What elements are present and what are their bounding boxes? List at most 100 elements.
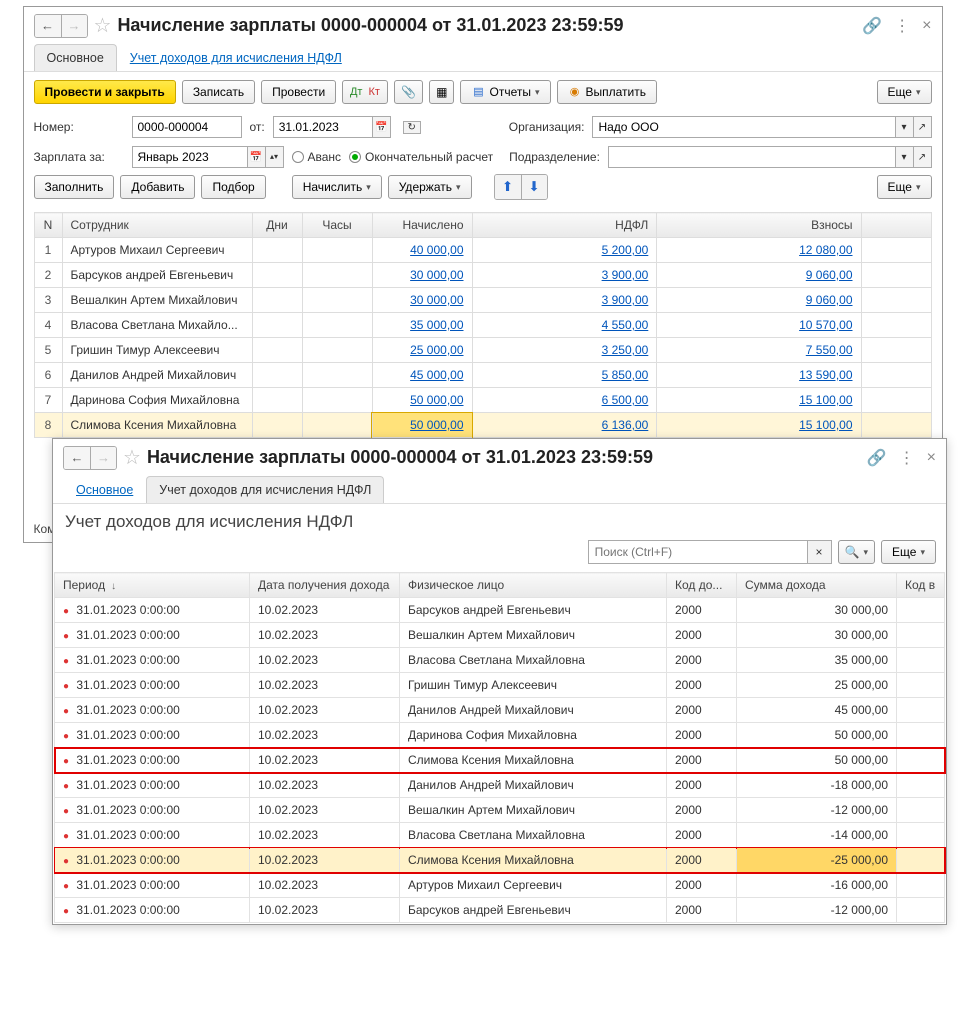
cell-ndfl[interactable]: 6 136,00 [472, 413, 657, 438]
cell-ndfl[interactable]: 3 900,00 [472, 288, 657, 313]
hold-button[interactable]: Удержать [388, 175, 472, 199]
add-button[interactable]: Добавить [120, 175, 195, 199]
cell-accrued[interactable]: 45 000,00 [372, 363, 472, 388]
col-person[interactable]: Физическое лицо [400, 573, 667, 598]
tab-main-2[interactable]: Основное [63, 476, 146, 503]
dept-open-icon[interactable]: ↗ [914, 146, 932, 168]
table-row[interactable]: 8Слимова Ксения Михайловна50 000,006 136… [34, 413, 931, 438]
cell-contrib[interactable]: 9 060,00 [657, 288, 861, 313]
favorite-star-icon-2[interactable]: ☆ [123, 445, 141, 470]
more-button[interactable]: Еще [877, 80, 932, 104]
link-icon-2[interactable]: 🔗 [867, 448, 887, 468]
table-row[interactable]: ● 31.01.2023 0:00:0010.02.2023Барсуков а… [55, 598, 945, 623]
radio-advance[interactable]: Аванс [292, 150, 342, 164]
cell-ndfl[interactable]: 3 250,00 [472, 338, 657, 363]
nav-back-button[interactable]: ← [35, 15, 61, 37]
col-contrib[interactable]: Взносы [657, 213, 861, 238]
dept-dropdown-icon[interactable]: ▾ [896, 146, 914, 168]
dept-input[interactable] [608, 146, 896, 168]
search-options-button[interactable]: 🔍 [838, 540, 875, 564]
accrue-button[interactable]: Начислить [292, 175, 382, 199]
period-calendar-icon[interactable]: 📅 [248, 146, 266, 168]
col-employee[interactable]: Сотрудник [62, 213, 252, 238]
search-input[interactable] [588, 540, 808, 564]
cell-accrued[interactable]: 40 000,00 [372, 238, 472, 263]
cell-accrued[interactable]: 50 000,00 [372, 388, 472, 413]
col-hours[interactable]: Часы [302, 213, 372, 238]
tab-main[interactable]: Основное [34, 44, 117, 71]
cell-contrib[interactable]: 15 100,00 [657, 388, 861, 413]
cell-accrued[interactable]: 30 000,00 [372, 288, 472, 313]
write-button[interactable]: Записать [182, 80, 255, 104]
pay-button[interactable]: ◉ Выплатить [557, 80, 658, 104]
table-row[interactable]: 1Артуров Михаил Сергеевич40 000,005 200,… [34, 238, 931, 263]
cell-contrib[interactable]: 9 060,00 [657, 263, 861, 288]
table-row[interactable]: ● 31.01.2023 0:00:0010.02.2023Барсуков а… [55, 898, 945, 923]
attach-button[interactable]: 📎 [394, 80, 423, 104]
table-row[interactable]: 2Барсуков андрей Евгеньевич30 000,003 90… [34, 263, 931, 288]
refresh-icon[interactable]: ↻ [403, 121, 421, 134]
number-input[interactable] [132, 116, 242, 138]
more-icon[interactable]: ⋮ [894, 16, 910, 36]
post-and-close-button[interactable]: Провести и закрыть [34, 80, 176, 104]
cell-contrib[interactable]: 10 570,00 [657, 313, 861, 338]
table-row[interactable]: ● 31.01.2023 0:00:0010.02.2023Данилов Ан… [55, 773, 945, 798]
cell-ndfl[interactable]: 5 850,00 [472, 363, 657, 388]
cell-accrued[interactable]: 30 000,00 [372, 263, 472, 288]
tab-ndfl-2[interactable]: Учет доходов для исчисления НДФЛ [146, 476, 384, 503]
table-row[interactable]: ● 31.01.2023 0:00:0010.02.2023Власова Св… [55, 823, 945, 848]
rows-more-button[interactable]: Еще [877, 175, 932, 199]
nav-forward-button[interactable]: → [61, 15, 87, 37]
col-period[interactable]: Период↓ [55, 573, 250, 598]
table-row[interactable]: ● 31.01.2023 0:00:0010.02.2023Артуров Ми… [55, 873, 945, 898]
cell-contrib[interactable]: 7 550,00 [657, 338, 861, 363]
col-accrued[interactable]: Начислено [372, 213, 472, 238]
cell-accrued[interactable]: 25 000,00 [372, 338, 472, 363]
org-dropdown-icon[interactable]: ▾ [896, 116, 914, 138]
cell-contrib[interactable]: 12 080,00 [657, 238, 861, 263]
table-row[interactable]: ● 31.01.2023 0:00:0010.02.2023Вешалкин А… [55, 798, 945, 823]
cell-accrued[interactable]: 35 000,00 [372, 313, 472, 338]
nav-forward-button-2[interactable]: → [90, 447, 116, 469]
table-row[interactable]: 4Власова Светлана Михайло...35 000,004 5… [34, 313, 931, 338]
table-row[interactable]: ● 31.01.2023 0:00:0010.02.2023Данилов Ан… [55, 698, 945, 723]
close-icon[interactable]: × [922, 17, 931, 35]
org-input[interactable] [592, 116, 895, 138]
close-icon-2[interactable]: × [927, 449, 936, 467]
link-icon[interactable]: 🔗 [862, 16, 882, 36]
radio-final[interactable]: Окончательный расчет [349, 150, 493, 164]
calendar-icon[interactable]: 📅 [373, 116, 391, 138]
col-income-date[interactable]: Дата получения дохода [250, 573, 400, 598]
cell-ndfl[interactable]: 6 500,00 [472, 388, 657, 413]
table-row[interactable]: ● 31.01.2023 0:00:0010.02.2023Власова Св… [55, 648, 945, 673]
period-input[interactable] [132, 146, 248, 168]
reports-button[interactable]: ▤ Отчеты [460, 80, 550, 104]
dtkt-button[interactable]: ДтКт [342, 80, 388, 104]
cell-ndfl[interactable]: 4 550,00 [472, 313, 657, 338]
period-stepper[interactable]: ▴▾ [266, 146, 284, 168]
table-row[interactable]: ● 31.01.2023 0:00:0010.02.2023Даринова С… [55, 723, 945, 748]
table-row[interactable]: ● 31.01.2023 0:00:0010.02.2023Слимова Кс… [55, 748, 945, 773]
cell-ndfl[interactable]: 3 900,00 [472, 263, 657, 288]
fill-button[interactable]: Заполнить [34, 175, 115, 199]
nav-back-button-2[interactable]: ← [64, 447, 90, 469]
cell-accrued[interactable]: 50 000,00 [372, 413, 472, 438]
table-row[interactable]: 3Вешалкин Артем Михайлович30 000,003 900… [34, 288, 931, 313]
col-days[interactable]: Дни [252, 213, 302, 238]
org-open-icon[interactable]: ↗ [914, 116, 932, 138]
col-codev[interactable]: Код в [897, 573, 945, 598]
col-n[interactable]: N [34, 213, 62, 238]
clear-search-button[interactable]: × [808, 540, 832, 564]
cell-contrib[interactable]: 15 100,00 [657, 413, 861, 438]
cell-contrib[interactable]: 13 590,00 [657, 363, 861, 388]
related-button[interactable]: ▦ [429, 80, 454, 104]
date-input[interactable] [273, 116, 373, 138]
table-row[interactable]: ● 31.01.2023 0:00:0010.02.2023Слимова Кс… [55, 848, 945, 873]
table-row[interactable]: 5Гришин Тимур Алексеевич25 000,003 250,0… [34, 338, 931, 363]
tab-ndfl[interactable]: Учет доходов для исчисления НДФЛ [117, 44, 355, 71]
favorite-star-icon[interactable]: ☆ [94, 13, 112, 38]
move-up-button[interactable]: ⬆ [495, 175, 521, 199]
cell-ndfl[interactable]: 5 200,00 [472, 238, 657, 263]
move-down-button[interactable]: ⬇ [521, 175, 547, 199]
more-icon-2[interactable]: ⋮ [899, 448, 915, 468]
